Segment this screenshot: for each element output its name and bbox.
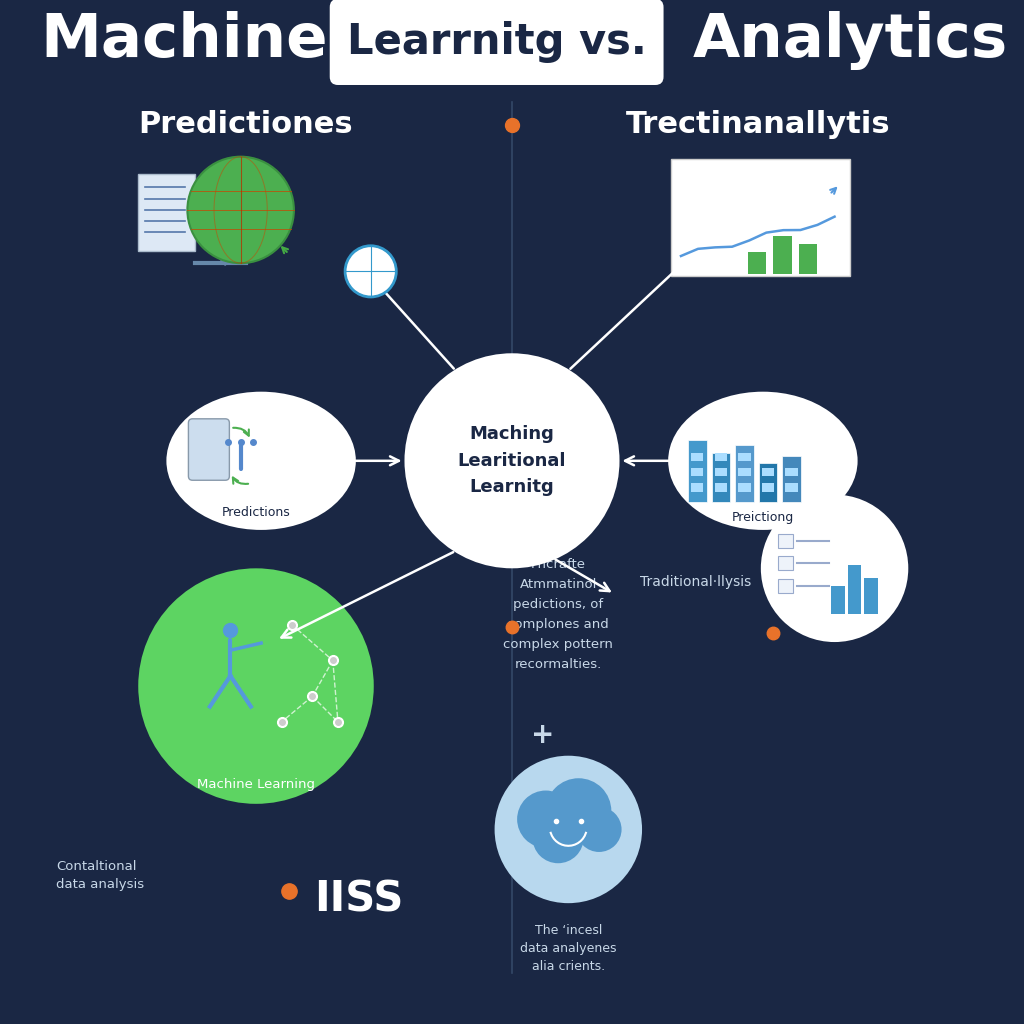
Bar xyxy=(773,236,792,274)
Bar xyxy=(782,456,801,502)
Circle shape xyxy=(187,157,294,263)
FancyBboxPatch shape xyxy=(138,174,195,251)
Text: Learrnitg vs.: Learrnitg vs. xyxy=(347,20,646,63)
FancyBboxPatch shape xyxy=(778,556,793,570)
Bar xyxy=(762,468,774,476)
Bar xyxy=(738,453,751,461)
Bar xyxy=(715,483,727,492)
Circle shape xyxy=(577,807,622,852)
Bar xyxy=(748,252,766,274)
Bar xyxy=(691,468,703,476)
Text: Predictions: Predictions xyxy=(221,506,291,518)
Bar xyxy=(691,483,703,492)
Text: Contaltional
data analysis: Contaltional data analysis xyxy=(56,860,144,891)
FancyBboxPatch shape xyxy=(778,534,793,548)
Bar xyxy=(785,483,798,492)
Bar xyxy=(715,453,727,461)
FancyBboxPatch shape xyxy=(188,419,229,480)
Bar xyxy=(848,565,861,614)
Text: Predictiones: Predictiones xyxy=(138,111,353,139)
Circle shape xyxy=(345,246,396,297)
Circle shape xyxy=(532,812,584,863)
Bar xyxy=(715,468,727,476)
Bar xyxy=(738,468,751,476)
Text: +: + xyxy=(531,721,554,750)
Text: Histortical
data analysis
and simpler
datastees
overview: Histortical data analysis and simpler da… xyxy=(791,545,879,632)
Bar xyxy=(831,586,845,614)
FancyBboxPatch shape xyxy=(330,0,664,85)
Circle shape xyxy=(404,353,620,568)
Circle shape xyxy=(517,791,574,848)
Bar xyxy=(688,440,707,502)
Bar xyxy=(864,578,878,614)
Bar xyxy=(799,244,817,274)
Bar xyxy=(759,463,777,502)
Text: IISS: IISS xyxy=(313,878,403,921)
Circle shape xyxy=(138,568,374,804)
Text: Maching
Learitional
Learnitg: Maching Learitional Learnitg xyxy=(458,425,566,497)
Text: Traditional·llysis: Traditional·llysis xyxy=(640,574,752,589)
Bar xyxy=(762,483,774,492)
Text: Machine Learning: Machine Learning xyxy=(197,777,315,791)
Circle shape xyxy=(761,495,908,642)
Bar xyxy=(691,453,703,461)
Text: Trectinanallytis: Trectinanallytis xyxy=(626,111,890,139)
Text: Fncrafte
Atmmatinol
pedictions, of
complones and
complex pottern
recormalties.: Fncrafte Atmmatinol pedictions, of compl… xyxy=(503,558,613,671)
Text: The ‘incesl
data analyenes
alia crients.: The ‘incesl data analyenes alia crients. xyxy=(520,924,616,973)
Bar xyxy=(735,445,754,502)
Bar xyxy=(738,483,751,492)
Bar xyxy=(712,453,730,502)
Text: Preictiong: Preictiong xyxy=(732,511,794,523)
Text: Machine: Machine xyxy=(41,11,328,71)
FancyBboxPatch shape xyxy=(671,159,850,276)
Bar xyxy=(785,468,798,476)
Circle shape xyxy=(495,756,642,903)
Text: Analytics: Analytics xyxy=(692,11,1008,71)
Circle shape xyxy=(546,778,611,844)
Ellipse shape xyxy=(669,391,858,530)
FancyBboxPatch shape xyxy=(778,579,793,593)
Ellipse shape xyxy=(166,391,356,530)
